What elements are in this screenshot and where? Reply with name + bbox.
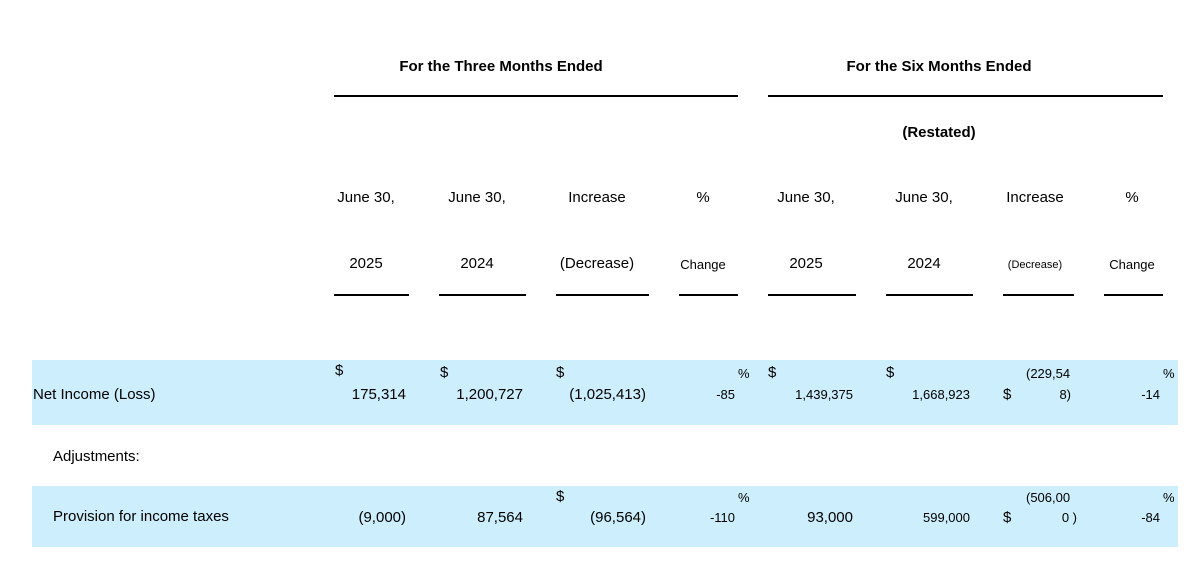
three-months-rule (334, 95, 738, 97)
cell-provision-c1: (9,000) (358, 509, 406, 526)
cell-net-income-c4: -85 (716, 387, 735, 402)
col-rule-c5 (768, 294, 856, 296)
cell-net-income-c6: 1,668,923 (912, 387, 970, 402)
col-header-c7-line2: (Decrease) (1007, 259, 1063, 271)
currency-symbol: $ (1003, 509, 1012, 526)
six-months-heading: For the Six Months Ended (846, 58, 1032, 75)
currency-symbol: $ (886, 364, 895, 381)
currency-symbol: $ (768, 364, 777, 381)
cell-provision-c3: (96,564) (590, 509, 646, 526)
col-rule-c6 (886, 294, 973, 296)
percent-symbol: % (738, 490, 750, 505)
col-header-c1-line1: June 30, (337, 189, 395, 206)
col-rule-c2 (439, 294, 526, 296)
cell-net-income-c8: -14 (1141, 387, 1160, 402)
cell-net-income-c2: 1,200,727 (456, 386, 523, 403)
six-months-rule (768, 95, 1163, 97)
col-header-c3-line2: (Decrease) (559, 255, 635, 272)
cell-net-income-c5: 1,439,375 (795, 387, 853, 402)
restated-label: (Restated) (902, 124, 976, 141)
col-rule-c4 (679, 294, 738, 296)
col-header-c1-line2: 2025 (349, 255, 383, 272)
col-header-c8-line2: Change (1109, 257, 1155, 272)
currency-symbol: $ (440, 364, 449, 381)
currency-symbol: $ (556, 488, 565, 505)
percent-symbol: % (738, 366, 750, 381)
col-header-c8-line1: % (1125, 189, 1139, 206)
table-row-net-income (32, 360, 1178, 425)
cell-provision-c7-line1: (506,00 (1026, 490, 1071, 505)
currency-symbol: $ (556, 364, 565, 381)
cell-net-income-c7-line2: 8) (1059, 387, 1071, 402)
col-header-c6-line2: 2024 (907, 255, 941, 272)
cell-provision-c2: 87,564 (477, 509, 523, 526)
col-header-c4-line1: % (696, 189, 710, 206)
row-label-net-income: Net Income (Loss) (33, 386, 156, 403)
col-rule-c7 (1003, 294, 1074, 296)
col-header-c2-line1: June 30, (448, 189, 506, 206)
three-months-heading: For the Three Months Ended (399, 58, 603, 75)
col-header-c7-line1: Increase (1006, 189, 1064, 206)
col-header-c2-line2: 2024 (460, 255, 494, 272)
col-rule-c3 (556, 294, 649, 296)
percent-symbol: % (1163, 366, 1175, 381)
cell-provision-c4: -110 (709, 510, 735, 525)
cell-net-income-c3: (1,025,413) (569, 386, 646, 403)
cell-provision-c7-line2: 0 ) (1061, 510, 1077, 525)
row-label-adjustments: Adjustments: (53, 448, 140, 465)
cell-net-income-c7-line1: (229,54 (1026, 366, 1071, 381)
cell-net-income-c1: 175,314 (351, 386, 406, 403)
col-rule-c8 (1104, 294, 1163, 296)
table-row-provision (32, 486, 1178, 547)
currency-symbol: $ (335, 362, 344, 379)
col-header-c4-line2: Change (680, 257, 726, 272)
col-header-c5-line1: June 30, (777, 189, 835, 206)
row-label-provision: Provision for income taxes (53, 508, 229, 525)
cell-provision-c6: 599,000 (923, 510, 970, 525)
col-header-c5-line2: 2025 (789, 255, 823, 272)
col-rule-c1 (334, 294, 409, 296)
cell-provision-c8: -84 (1141, 510, 1160, 525)
col-header-c6-line1: June 30, (895, 189, 953, 206)
percent-symbol: % (1163, 490, 1175, 505)
currency-symbol: $ (1003, 386, 1012, 403)
col-header-c3-line1: Increase (568, 189, 626, 206)
cell-provision-c5: 93,000 (807, 509, 853, 526)
